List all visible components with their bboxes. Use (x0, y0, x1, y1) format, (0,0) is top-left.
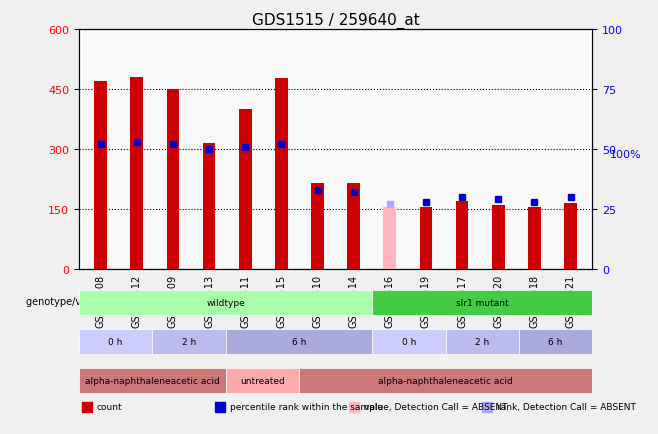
Bar (372, 30, 408, 269)
Bar (299, 30, 336, 269)
Text: alpha-naphthaleneacetic acid: alpha-naphthaleneacetic acid (85, 376, 220, 385)
Text: rank, Detection Call = ABSENT: rank, Detection Call = ABSENT (497, 402, 636, 411)
Bar (444, 30, 480, 269)
FancyBboxPatch shape (152, 329, 226, 355)
Bar (528, 207, 541, 269)
Bar (347, 184, 360, 269)
Bar (275, 79, 288, 269)
Bar (517, 30, 553, 269)
FancyBboxPatch shape (226, 368, 299, 394)
Text: 6 h: 6 h (291, 337, 306, 346)
Bar (408, 30, 444, 269)
FancyBboxPatch shape (79, 368, 226, 394)
Bar (227, 30, 263, 269)
FancyBboxPatch shape (79, 290, 372, 316)
Title: GDS1515 / 259640_at: GDS1515 / 259640_at (252, 13, 419, 29)
FancyBboxPatch shape (372, 290, 592, 316)
Text: slr1 mutant: slr1 mutant (456, 298, 509, 307)
Text: 2 h: 2 h (182, 337, 196, 346)
Bar (311, 184, 324, 269)
Text: untreated: untreated (240, 376, 285, 385)
Bar (82, 30, 118, 269)
Text: 2 h: 2 h (475, 337, 490, 346)
Text: time ►: time ► (96, 338, 129, 348)
FancyBboxPatch shape (372, 329, 445, 355)
Bar (564, 204, 577, 269)
Bar (191, 30, 227, 269)
Bar (263, 30, 299, 269)
FancyBboxPatch shape (299, 368, 592, 394)
FancyBboxPatch shape (445, 329, 519, 355)
Text: genotype/variation ►: genotype/variation ► (26, 296, 129, 306)
Y-axis label: 100%: 100% (610, 150, 642, 160)
Bar (480, 30, 517, 269)
Bar (553, 30, 589, 269)
Text: 6 h: 6 h (548, 337, 563, 346)
Text: percentile rank within the sample: percentile rank within the sample (230, 402, 384, 411)
Bar (456, 201, 468, 269)
FancyBboxPatch shape (79, 329, 152, 355)
Bar (420, 207, 432, 269)
Bar (118, 30, 155, 269)
Text: value, Detection Call = ABSENT: value, Detection Call = ABSENT (364, 402, 507, 411)
Bar (239, 110, 251, 269)
Bar (130, 78, 143, 269)
Bar (94, 82, 107, 269)
Text: 0 h: 0 h (402, 337, 416, 346)
Text: agent ►: agent ► (90, 382, 129, 392)
Bar (166, 90, 179, 269)
Text: alpha-naphthaleneacetic acid: alpha-naphthaleneacetic acid (378, 376, 513, 385)
Text: wildtype: wildtype (206, 298, 245, 307)
Bar (384, 207, 396, 269)
Bar (336, 30, 372, 269)
Bar (492, 205, 505, 269)
FancyBboxPatch shape (519, 329, 592, 355)
Text: 0 h: 0 h (109, 337, 123, 346)
FancyBboxPatch shape (226, 329, 372, 355)
Bar (203, 144, 215, 269)
Text: count: count (97, 402, 122, 411)
Bar (155, 30, 191, 269)
